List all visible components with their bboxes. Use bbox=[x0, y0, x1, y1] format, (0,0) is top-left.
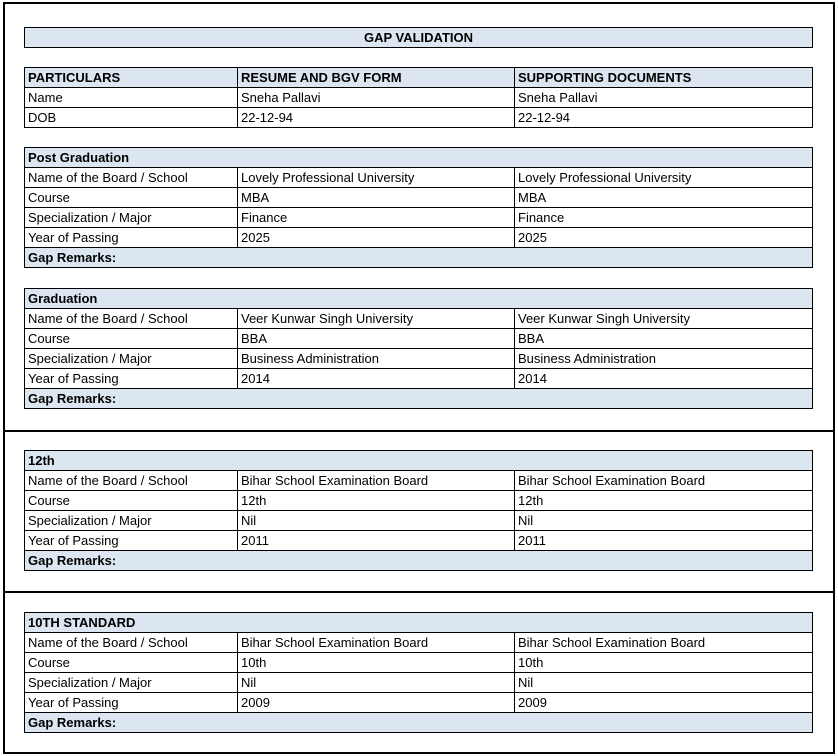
gap-remarks: Gap Remarks: bbox=[24, 550, 813, 571]
table-cell: Bihar School Examination Board bbox=[237, 632, 515, 653]
table-cell: 2025 bbox=[514, 227, 813, 248]
table-cell: 12th bbox=[514, 490, 813, 511]
table-cell: 22-12-94 bbox=[514, 107, 813, 128]
table-cell: Year of Passing bbox=[24, 368, 238, 389]
table-cell: Nil bbox=[514, 510, 813, 531]
section-title: 12th bbox=[24, 450, 813, 471]
table-cell: 2025 bbox=[237, 227, 515, 248]
section-title: Graduation bbox=[24, 288, 813, 309]
table-cell: Course bbox=[24, 490, 238, 511]
table-cell: Year of Passing bbox=[24, 692, 238, 713]
table-cell: 2011 bbox=[237, 530, 515, 551]
table-cell: 2009 bbox=[237, 692, 515, 713]
table-cell: Year of Passing bbox=[24, 530, 238, 551]
table-cell: MBA bbox=[514, 187, 813, 208]
table-cell: 2011 bbox=[514, 530, 813, 551]
table-cell: Lovely Professional University bbox=[237, 167, 515, 188]
table-cell: Sneha Pallavi bbox=[514, 87, 813, 108]
table-cell: Finance bbox=[514, 207, 813, 228]
section-title: Post Graduation bbox=[24, 147, 813, 168]
table-cell: 2014 bbox=[237, 368, 515, 389]
table-cell: Veer Kunwar Singh University bbox=[514, 308, 813, 329]
table-cell: Specialization / Major bbox=[24, 510, 238, 531]
table-cell: 22-12-94 bbox=[237, 107, 515, 128]
table-cell: Year of Passing bbox=[24, 227, 238, 248]
table-cell: Sneha Pallavi bbox=[237, 87, 515, 108]
table-cell: Specialization / Major bbox=[24, 348, 238, 369]
table-cell: 2014 bbox=[514, 368, 813, 389]
table-cell: 10th bbox=[514, 652, 813, 673]
table-cell: BBA bbox=[237, 328, 515, 349]
table-cell: Name of the Board / School bbox=[24, 167, 238, 188]
gap-remarks: Gap Remarks: bbox=[24, 388, 813, 409]
table-cell: Bihar School Examination Board bbox=[514, 632, 813, 653]
table-cell: DOB bbox=[24, 107, 238, 128]
table-cell: Lovely Professional University bbox=[514, 167, 813, 188]
table-cell: Specialization / Major bbox=[24, 672, 238, 693]
table-cell: Bihar School Examination Board bbox=[514, 470, 813, 491]
table-cell: 10th bbox=[237, 652, 515, 673]
column-header: SUPPORTING DOCUMENTS bbox=[514, 67, 813, 88]
table-cell: Course bbox=[24, 187, 238, 208]
table-cell: Name of the Board / School bbox=[24, 632, 238, 653]
gap-remarks: Gap Remarks: bbox=[24, 247, 813, 268]
column-header: RESUME AND BGV FORM bbox=[237, 67, 515, 88]
table-cell: Nil bbox=[237, 510, 515, 531]
table-cell: Course bbox=[24, 328, 238, 349]
table-cell: BBA bbox=[514, 328, 813, 349]
table-cell: Name of the Board / School bbox=[24, 308, 238, 329]
table-cell: Specialization / Major bbox=[24, 207, 238, 228]
table-cell: Course bbox=[24, 652, 238, 673]
table-cell: Name of the Board / School bbox=[24, 470, 238, 491]
column-header: PARTICULARS bbox=[24, 67, 238, 88]
table-cell: 2009 bbox=[514, 692, 813, 713]
table-cell: Business Administration bbox=[237, 348, 515, 369]
table-cell: Nil bbox=[514, 672, 813, 693]
table-cell: Business Administration bbox=[514, 348, 813, 369]
table-cell: Finance bbox=[237, 207, 515, 228]
table-cell: Bihar School Examination Board bbox=[237, 470, 515, 491]
gap-remarks: Gap Remarks: bbox=[24, 712, 813, 733]
table-cell: Nil bbox=[237, 672, 515, 693]
table-cell: MBA bbox=[237, 187, 515, 208]
frame bbox=[3, 591, 835, 754]
title: GAP VALIDATION bbox=[24, 27, 813, 48]
section-title: 10TH STANDARD bbox=[24, 612, 813, 633]
table-cell: Veer Kunwar Singh University bbox=[237, 308, 515, 329]
table-cell: Name bbox=[24, 87, 238, 108]
table-cell: 12th bbox=[237, 490, 515, 511]
